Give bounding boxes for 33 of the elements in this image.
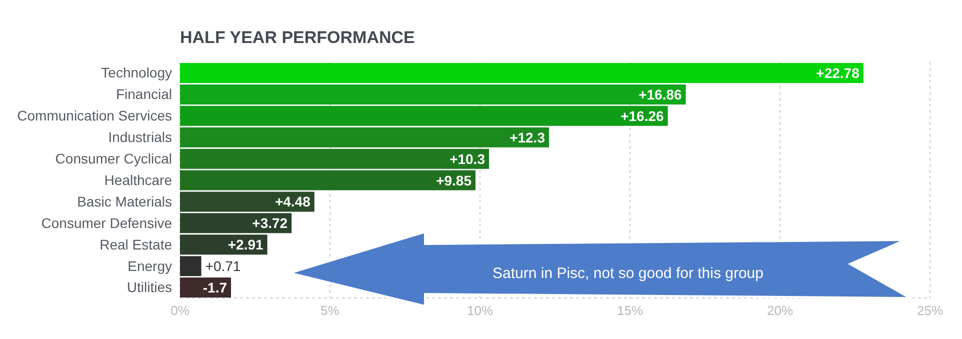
y-tick-label: Consumer Defensive <box>41 214 172 231</box>
data-label: +10.3 <box>450 150 486 167</box>
data-label: +16.86 <box>638 86 682 102</box>
data-label: +22.78 <box>816 65 860 81</box>
data-label: +2.91 <box>228 236 264 253</box>
x-tick-label: 15% <box>616 303 644 318</box>
bar <box>180 278 231 298</box>
y-tick-label: Utilities <box>126 279 172 296</box>
data-label: +3.72 <box>252 215 288 232</box>
y-tick-label: Consumer Cyclical <box>55 150 172 167</box>
data-label: +12.3 <box>510 129 546 146</box>
x-tick-label: 10% <box>466 303 494 318</box>
y-tick-label: Technology <box>101 64 172 81</box>
x-tick-label: 20% <box>766 303 794 318</box>
x-tick-label: 25% <box>916 303 944 318</box>
y-tick-label: Industrials <box>108 129 172 146</box>
data-label: -1.7 <box>202 280 228 296</box>
data-label: +4.48 <box>274 194 311 210</box>
bar <box>180 256 202 276</box>
y-tick-label: Energy <box>128 258 172 274</box>
data-label: +9.85 <box>436 172 472 188</box>
y-tick-label: Healthcare <box>104 172 172 188</box>
chart-title: HALF YEAR PERFORMANCE <box>180 28 415 48</box>
y-tick-label: Communication Services <box>17 108 172 124</box>
data-label: +0.71 <box>205 258 241 274</box>
bar <box>180 63 864 83</box>
annotation: Saturn in Pisc, not so good for this group <box>492 265 764 282</box>
x-tick-label: 0% <box>170 303 190 318</box>
bar <box>180 127 549 148</box>
y-tick-label: Basic Materials <box>77 193 172 210</box>
y-tick-label: Real Estate <box>100 236 172 252</box>
y-tick-label: Financial <box>116 86 172 102</box>
data-label: +16.26 <box>620 108 664 124</box>
